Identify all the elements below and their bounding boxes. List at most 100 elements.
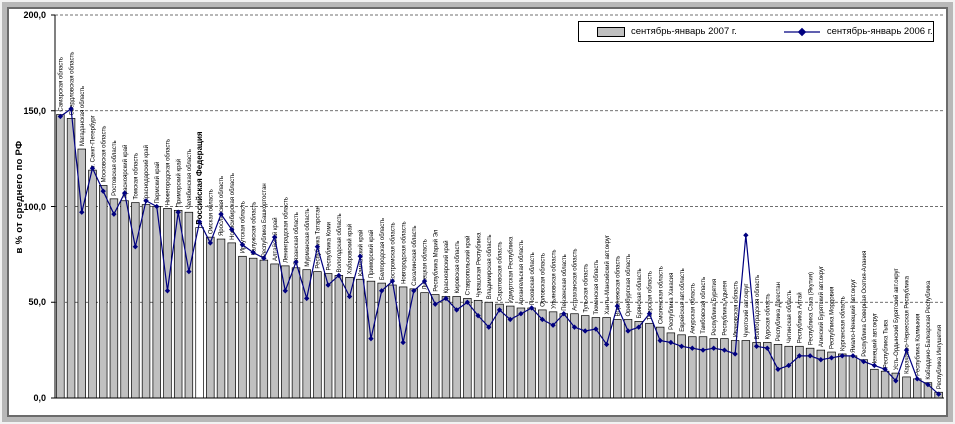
region-label: Курская область: [765, 293, 771, 339]
region-label: Ханты-Мансийский авт.округ: [604, 234, 611, 314]
bar: [195, 227, 204, 399]
region-label: Нижегородская область: [166, 139, 172, 206]
region-label: Республика Татарстан: [316, 206, 322, 268]
region-label: Белгородская область: [380, 218, 386, 280]
region-label: Приморский край: [175, 159, 182, 207]
bar: [784, 345, 793, 399]
bar: [559, 313, 568, 399]
region-label: Хабаровский край: [347, 224, 354, 274]
bar: [516, 307, 526, 399]
line-marker-diamond: [421, 278, 428, 284]
region-label: Ульяновская область: [551, 250, 557, 309]
y-axis-title: в % от среднего по РФ: [14, 140, 25, 254]
region-label: Липецкая область: [423, 239, 429, 290]
bar: [184, 211, 194, 399]
region-label: Республика Бурятия: [712, 279, 718, 336]
line-marker-diamond: [100, 188, 106, 194]
bar: [120, 200, 129, 399]
region-label: Республика Башкортостан: [262, 183, 268, 257]
region-label: Читинская область: [787, 290, 793, 343]
region-label: Усть-Ордынский Бурятский авт.округ: [893, 268, 900, 371]
line-marker-diamond: [464, 299, 471, 305]
line-marker-diamond: [132, 244, 139, 250]
region-label: Камчатский край: [357, 230, 364, 277]
line-marker-diamond: [636, 324, 642, 330]
region-label: Воронежская область: [616, 256, 622, 317]
region-label: Республика Ингушетия: [937, 325, 943, 389]
bar: [645, 322, 654, 399]
line-marker-diamond: [261, 255, 267, 261]
line-marker-diamond: [293, 259, 299, 265]
line-marker-diamond: [336, 272, 342, 279]
line-marker-diamond: [539, 316, 546, 323]
region-label: Пермский край: [154, 162, 161, 204]
region-label: Самарская область: [59, 57, 65, 112]
chart-legend: сентябрь-январь 2007 г. сентябрь-январь …: [578, 21, 934, 42]
region-label: Магаданская область: [80, 86, 86, 146]
line-marker-diamond: [229, 226, 235, 233]
bar: [356, 278, 365, 399]
region-label: Республика Марий Эл: [432, 229, 439, 291]
bar: [913, 378, 922, 399]
bar: [281, 265, 290, 399]
region-label: Омская область: [209, 189, 215, 234]
region-label: Курганская область: [840, 296, 846, 351]
line-marker-diamond: [860, 358, 867, 365]
bar: [848, 355, 858, 399]
russia-average-label: Российская Федерация: [195, 131, 204, 224]
bar: [870, 368, 879, 399]
line-marker-diamond: [121, 190, 128, 196]
bar: [88, 169, 97, 399]
bar: [891, 372, 901, 399]
region-label: Агинский Бурятский авт.округ: [818, 265, 825, 347]
region-label: Новосибирская область: [230, 173, 236, 240]
region-label: Тульская область: [583, 264, 589, 313]
line-marker-diamond: [796, 353, 803, 359]
legend-label-line-series: сентябрь-январь 2006 г.: [826, 26, 933, 37]
bar: [66, 118, 76, 399]
region-label: Ненецкий авт.округ: [872, 312, 879, 366]
y-axis-tick-label: 100,0: [23, 201, 46, 212]
region-label: Приморский край: [368, 230, 375, 278]
bar: [431, 294, 440, 399]
line-marker-diamond: [271, 234, 278, 240]
bar: [334, 275, 344, 399]
region-label: Тамбовская область: [701, 277, 707, 334]
line-marker-diamond: [368, 335, 374, 342]
line-marker-diamond: [57, 113, 64, 120]
line-marker-diamond: [68, 106, 74, 112]
region-label: Тверская область: [648, 271, 654, 320]
region-label: Ярославская область: [219, 176, 225, 236]
region-label: Чувашская Республика: [476, 232, 482, 297]
line-marker-diamond: [518, 311, 524, 317]
region-label: Астраханская область: [573, 249, 579, 311]
region-label: Карачаево-Черкесская Республика: [905, 275, 911, 374]
bar: [323, 273, 333, 399]
region-label: Ленинградская область: [283, 197, 289, 263]
region-label: Красноярский край: [122, 145, 129, 198]
legend-label-bar-series: сентябрь-январь 2007 г.: [631, 26, 737, 37]
line-marker-diamond: [250, 249, 256, 256]
region-label: Республика Дагестан: [776, 282, 782, 341]
bar: [527, 307, 536, 399]
bar: [109, 198, 119, 399]
region-label: Владимирская область: [487, 235, 493, 300]
bar: [902, 376, 911, 399]
region-label: Еврейская авт.область: [679, 268, 686, 332]
line-marker-diamond: [357, 253, 363, 259]
region-label: Республика Мордовия: [830, 287, 836, 349]
line-series-swatch-icon: [783, 27, 821, 37]
region-label: Республика Коми: [326, 222, 332, 270]
bar: [259, 259, 269, 399]
region-label: Смоленская область: [658, 266, 664, 324]
bar: [388, 284, 397, 399]
line-marker-diamond: [743, 232, 749, 238]
region-label: Псковская область: [530, 252, 536, 305]
line-marker-diamond: [732, 351, 738, 357]
bar: [838, 353, 847, 399]
line-marker-diamond: [443, 295, 449, 302]
line-marker-diamond: [79, 209, 85, 215]
bar: [880, 370, 890, 399]
